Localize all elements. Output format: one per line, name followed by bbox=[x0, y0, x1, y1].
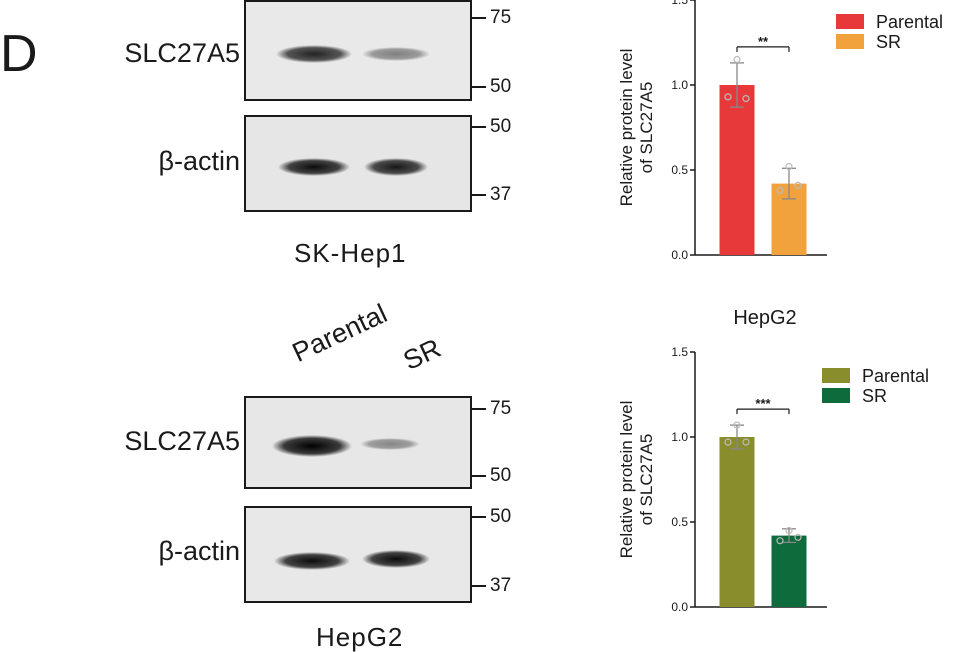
mw-marker: 37 bbox=[490, 184, 512, 205]
data-point bbox=[776, 186, 784, 194]
legend-swatch bbox=[822, 388, 850, 403]
legend-swatch bbox=[836, 14, 864, 29]
blot-protein-label: β-actin bbox=[158, 146, 240, 176]
blot-protein-label: SLC27A5 bbox=[124, 426, 240, 456]
legend-swatch bbox=[822, 368, 850, 383]
mw-tick bbox=[472, 475, 486, 477]
western-blot-actin-hepg2 bbox=[244, 506, 472, 603]
blot-band bbox=[364, 158, 428, 176]
data-point bbox=[785, 163, 793, 171]
data-point bbox=[785, 526, 793, 535]
bar bbox=[771, 535, 807, 607]
mw-marker: 75 bbox=[490, 7, 512, 28]
blot-band bbox=[362, 550, 430, 568]
cell-line-label: HepG2 bbox=[316, 622, 404, 652]
data-point bbox=[742, 438, 750, 446]
legend-label: Parental bbox=[876, 12, 943, 32]
mw-marker: 50 bbox=[490, 465, 512, 486]
lane-label-parental: Parental bbox=[287, 298, 392, 368]
data-point bbox=[742, 94, 750, 103]
data-point bbox=[794, 533, 802, 541]
bar bbox=[719, 85, 755, 255]
chart-title: HepG2 bbox=[733, 307, 796, 329]
mw-marker: 37 bbox=[490, 575, 512, 596]
panel-label: D bbox=[0, 25, 38, 83]
y-tick-label: 1.5 bbox=[671, 0, 688, 7]
significance-label: ** bbox=[758, 34, 769, 49]
data-point bbox=[794, 181, 802, 189]
significance-label: *** bbox=[755, 396, 771, 411]
western-blot-slc27a5-skhep1 bbox=[244, 0, 472, 101]
mw-marker: 50 bbox=[490, 76, 512, 97]
blot-bands bbox=[246, 2, 470, 99]
data-point bbox=[776, 537, 784, 545]
blot-protein-label: β-actin bbox=[158, 536, 240, 566]
mw-tick bbox=[472, 408, 486, 410]
blot-bands bbox=[246, 117, 470, 210]
legend-swatch bbox=[836, 34, 864, 49]
legend-label: Parental bbox=[862, 366, 929, 386]
blot-protein-label: SLC27A5 bbox=[124, 38, 240, 68]
mw-tick bbox=[472, 126, 486, 128]
y-tick-label: 0.5 bbox=[671, 163, 688, 177]
blot-band bbox=[272, 435, 352, 457]
y-tick-label: 0.0 bbox=[671, 600, 688, 614]
data-point bbox=[724, 93, 732, 101]
western-blot-slc27a5-hepg2 bbox=[244, 396, 472, 489]
mw-marker: 75 bbox=[490, 398, 512, 419]
data-point bbox=[724, 438, 732, 446]
y-tick-label: 1.5 bbox=[671, 345, 688, 359]
legend-label: SR bbox=[862, 386, 887, 406]
y-tick-label: 0.0 bbox=[671, 248, 688, 262]
mw-tick bbox=[472, 86, 486, 88]
blot-band bbox=[360, 438, 420, 450]
bar bbox=[719, 437, 755, 607]
western-blot-actin-skhep1 bbox=[244, 115, 472, 212]
mw-marker: 50 bbox=[490, 506, 512, 527]
data-point bbox=[733, 55, 741, 64]
blot-band bbox=[276, 45, 352, 63]
blot-band bbox=[278, 158, 350, 176]
mw-tick bbox=[472, 585, 486, 587]
mw-tick bbox=[472, 516, 486, 518]
mw-tick bbox=[472, 17, 486, 19]
cell-line-label: SK-Hep1 bbox=[294, 238, 407, 268]
blot-band bbox=[362, 47, 430, 61]
mw-tick bbox=[472, 194, 486, 196]
blot-bands bbox=[246, 508, 470, 601]
bar-chart-skhep1: 0.0 0.5 1.0 1.5 Relative protein levelof SLC… bbox=[617, 0, 943, 262]
y-axis-label: Relative protein levelof SLC27A5 bbox=[617, 401, 656, 559]
y-tick-label: 0.5 bbox=[671, 515, 688, 529]
mw-marker: 50 bbox=[490, 116, 512, 137]
legend-label: SR bbox=[876, 32, 901, 52]
y-tick-label: 1.0 bbox=[671, 430, 688, 444]
blot-band bbox=[274, 552, 350, 570]
y-axis-label: Relative protein levelof SLC27A5 bbox=[617, 49, 656, 207]
y-tick-label: 1.0 bbox=[671, 78, 688, 92]
bar-chart-hepg2: HepG2 0.0 0.5 1.0 1.5 Relative protein levelo… bbox=[617, 307, 929, 614]
lane-label-sr: SR bbox=[398, 332, 446, 376]
blot-bands bbox=[246, 398, 470, 487]
data-point bbox=[733, 421, 741, 429]
